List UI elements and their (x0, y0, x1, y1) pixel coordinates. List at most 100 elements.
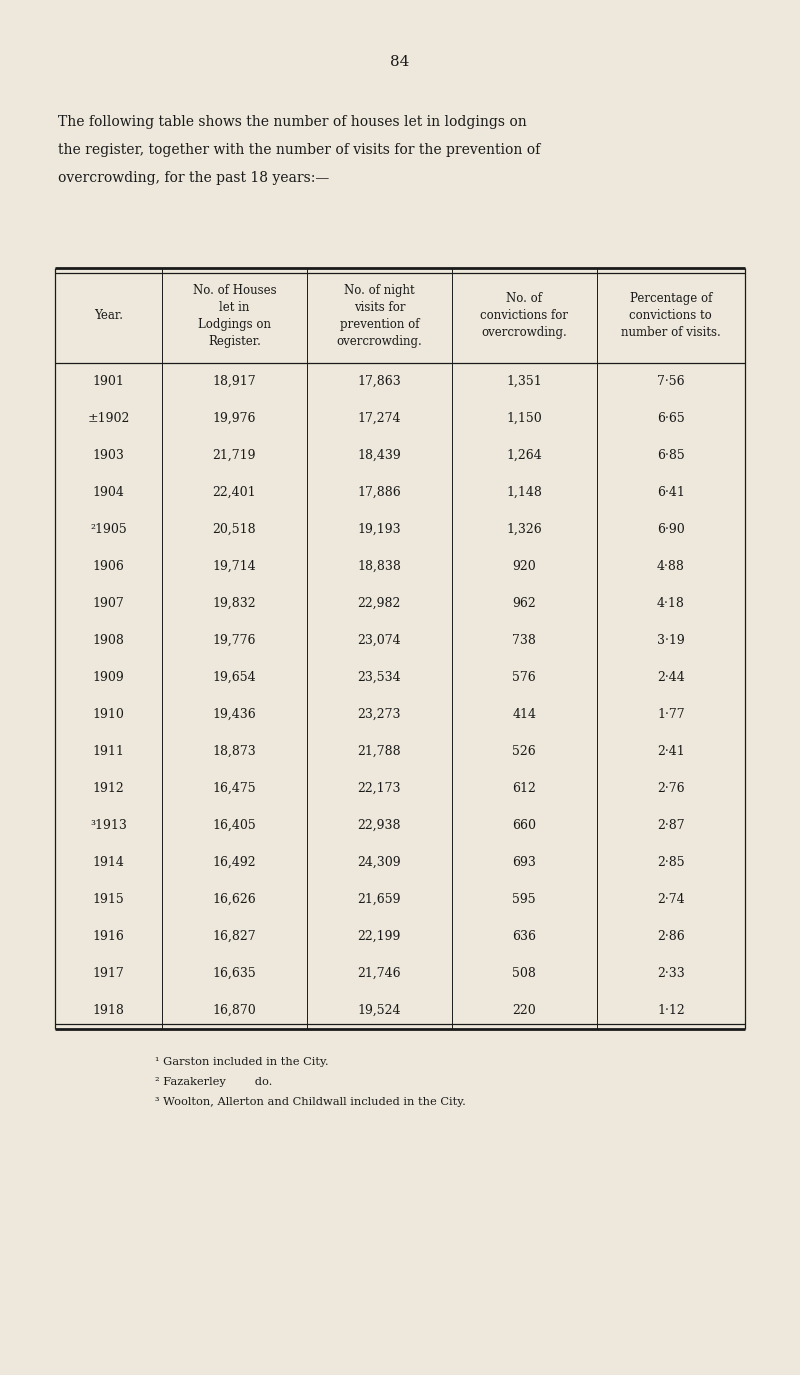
Text: 17,863: 17,863 (358, 375, 401, 388)
Text: 18,838: 18,838 (358, 560, 402, 573)
Text: 595: 595 (512, 892, 536, 906)
Text: 19,654: 19,654 (213, 671, 256, 683)
Text: 16,492: 16,492 (213, 857, 256, 869)
Text: 6·90: 6·90 (657, 522, 685, 536)
Text: 660: 660 (512, 820, 536, 832)
Text: 16,635: 16,635 (213, 967, 256, 980)
Text: 1917: 1917 (93, 967, 124, 980)
Text: 1904: 1904 (93, 485, 125, 499)
Text: 22,173: 22,173 (358, 782, 401, 795)
Text: 20,518: 20,518 (213, 522, 256, 536)
Text: 1,148: 1,148 (506, 485, 542, 499)
Text: 693: 693 (512, 857, 536, 869)
Text: 2·76: 2·76 (657, 782, 685, 795)
Text: 22,982: 22,982 (358, 597, 401, 610)
Text: 4·88: 4·88 (657, 560, 685, 573)
Text: 18,873: 18,873 (213, 745, 256, 758)
Text: 3·19: 3·19 (657, 634, 685, 648)
Text: ³1913: ³1913 (90, 820, 127, 832)
Text: overcrowding, for the past 18 years:—: overcrowding, for the past 18 years:— (58, 170, 330, 186)
Text: 16,870: 16,870 (213, 1004, 256, 1018)
Text: 23,074: 23,074 (358, 634, 401, 648)
Text: 738: 738 (512, 634, 536, 648)
Text: 1915: 1915 (93, 892, 124, 906)
Text: 2·74: 2·74 (657, 892, 685, 906)
Text: 16,827: 16,827 (213, 930, 256, 943)
Text: 22,401: 22,401 (213, 485, 256, 499)
Text: 16,626: 16,626 (213, 892, 256, 906)
Text: 576: 576 (512, 671, 536, 683)
Text: 22,199: 22,199 (358, 930, 401, 943)
Text: 1908: 1908 (93, 634, 125, 648)
Text: 2·44: 2·44 (657, 671, 685, 683)
Text: ²1905: ²1905 (90, 522, 127, 536)
Text: 1914: 1914 (93, 857, 125, 869)
Text: 22,938: 22,938 (358, 820, 401, 832)
Text: 1903: 1903 (93, 450, 125, 462)
Text: ³ Woolton, Allerton and Childwall included in the City.: ³ Woolton, Allerton and Childwall includ… (155, 1097, 466, 1107)
Text: 7·56: 7·56 (657, 375, 685, 388)
Text: No. of
convictions for
overcrowding.: No. of convictions for overcrowding. (480, 292, 568, 340)
Text: ² Fazakerley        do.: ² Fazakerley do. (155, 1077, 272, 1088)
Text: 414: 414 (512, 708, 536, 720)
Text: 2·33: 2·33 (657, 967, 685, 980)
Text: 1901: 1901 (93, 375, 125, 388)
Text: 2·87: 2·87 (657, 820, 685, 832)
Text: 1912: 1912 (93, 782, 124, 795)
Text: 23,534: 23,534 (358, 671, 401, 683)
Text: 21,746: 21,746 (358, 967, 401, 980)
Text: 612: 612 (512, 782, 536, 795)
Text: 1,326: 1,326 (506, 522, 542, 536)
Text: 526: 526 (512, 745, 536, 758)
Text: 1,264: 1,264 (506, 450, 542, 462)
Text: 508: 508 (512, 967, 536, 980)
Text: 962: 962 (512, 597, 536, 610)
Text: Percentage of
convictions to
number of visits.: Percentage of convictions to number of v… (621, 292, 721, 340)
Text: 920: 920 (512, 560, 536, 573)
Text: 2·86: 2·86 (657, 930, 685, 943)
Text: 17,886: 17,886 (358, 485, 401, 499)
Text: 16,475: 16,475 (213, 782, 256, 795)
Text: the register, together with the number of visits for the prevention of: the register, together with the number o… (58, 143, 540, 157)
Text: 19,524: 19,524 (358, 1004, 401, 1018)
Text: No. of night
visits for
prevention of
overcrowding.: No. of night visits for prevention of ov… (337, 283, 422, 348)
Text: 1,150: 1,150 (506, 412, 542, 425)
Text: 18,917: 18,917 (213, 375, 256, 388)
Text: 1910: 1910 (93, 708, 125, 720)
Text: 19,193: 19,193 (358, 522, 401, 536)
Text: 19,776: 19,776 (213, 634, 256, 648)
Text: 19,436: 19,436 (213, 708, 256, 720)
Text: 84: 84 (390, 55, 410, 69)
Text: No. of Houses
let in
Lodgings on
Register.: No. of Houses let in Lodgings on Registe… (193, 283, 276, 348)
Text: 1918: 1918 (93, 1004, 125, 1018)
Text: 636: 636 (512, 930, 536, 943)
Text: 220: 220 (512, 1004, 536, 1018)
Text: 19,832: 19,832 (213, 597, 256, 610)
Text: 1916: 1916 (93, 930, 125, 943)
Text: ¹ Garston included in the City.: ¹ Garston included in the City. (155, 1057, 329, 1067)
Text: 1907: 1907 (93, 597, 124, 610)
Text: 16,405: 16,405 (213, 820, 256, 832)
Text: 4·18: 4·18 (657, 597, 685, 610)
Text: 19,714: 19,714 (213, 560, 256, 573)
Text: 19,976: 19,976 (213, 412, 256, 425)
Text: 1·12: 1·12 (657, 1004, 685, 1018)
Text: 1906: 1906 (93, 560, 125, 573)
Text: Year.: Year. (94, 309, 123, 322)
Text: 21,719: 21,719 (213, 450, 256, 462)
Text: 21,788: 21,788 (358, 745, 401, 758)
Text: 1·77: 1·77 (657, 708, 685, 720)
Text: 6·41: 6·41 (657, 485, 685, 499)
Text: 24,309: 24,309 (358, 857, 401, 869)
Text: 6·85: 6·85 (657, 450, 685, 462)
Text: 17,274: 17,274 (358, 412, 401, 425)
Text: The following table shows the number of houses let in lodgings on: The following table shows the number of … (58, 116, 526, 129)
Text: 1911: 1911 (93, 745, 125, 758)
Text: 23,273: 23,273 (358, 708, 401, 720)
Text: 21,659: 21,659 (358, 892, 401, 906)
Text: 18,439: 18,439 (358, 450, 401, 462)
Text: 1909: 1909 (93, 671, 124, 683)
Text: 2·41: 2·41 (657, 745, 685, 758)
Text: 2·85: 2·85 (657, 857, 685, 869)
Text: 6·65: 6·65 (657, 412, 685, 425)
